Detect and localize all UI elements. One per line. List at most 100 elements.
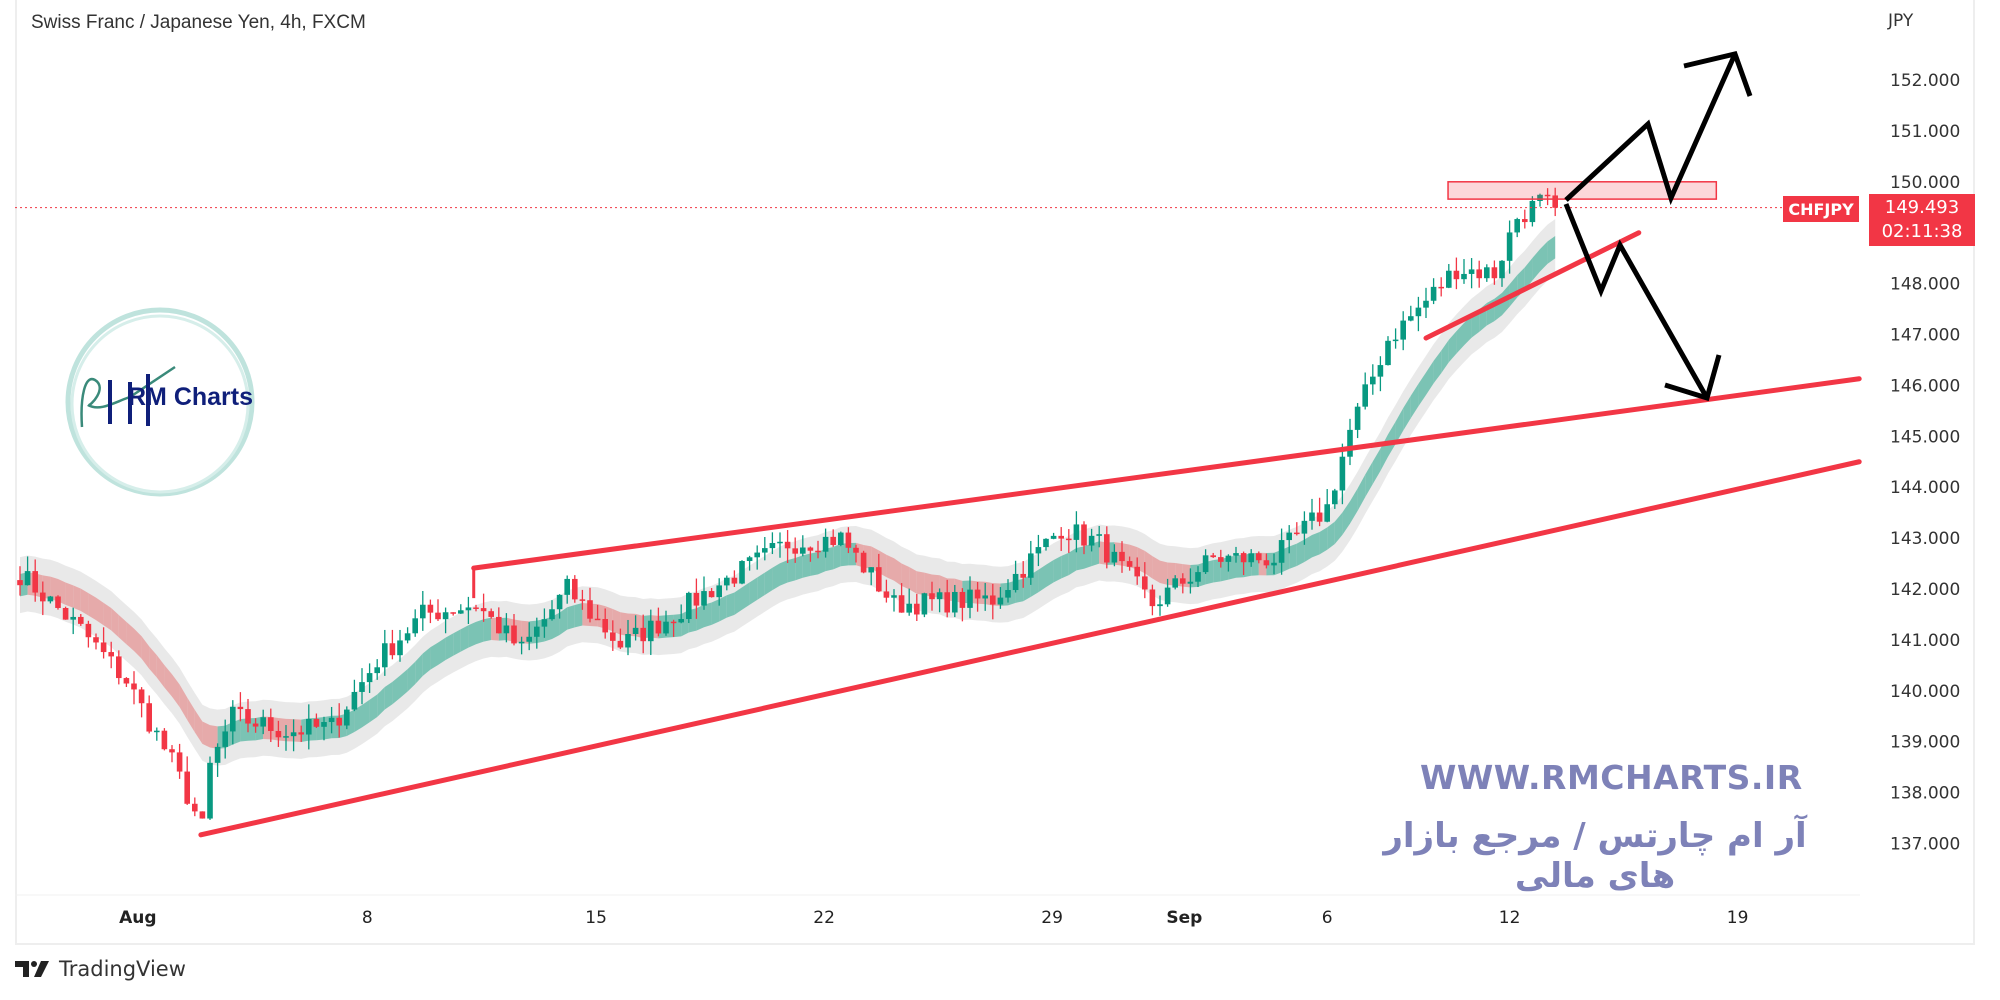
ma-band-segment xyxy=(96,597,104,626)
ma-band-segment xyxy=(916,571,925,595)
ma-band-segment xyxy=(415,653,423,685)
candle-body xyxy=(556,594,563,610)
ma-band-segment xyxy=(1357,474,1366,511)
candle-body xyxy=(800,547,806,554)
candle xyxy=(382,629,388,676)
candle xyxy=(754,545,760,570)
ma-band-segment xyxy=(1068,548,1077,576)
candle xyxy=(131,671,137,705)
candle xyxy=(1339,443,1346,505)
candle xyxy=(169,745,175,763)
candle-body xyxy=(1316,512,1323,522)
candle-body xyxy=(1278,540,1285,563)
ma-band-segment xyxy=(80,588,89,616)
candle-body xyxy=(1248,553,1254,563)
candle xyxy=(1537,193,1543,207)
candle-body xyxy=(1537,194,1543,201)
candle xyxy=(1240,551,1247,576)
candle xyxy=(55,595,61,610)
candle-body xyxy=(746,557,753,562)
candle-body xyxy=(1195,572,1201,582)
candle xyxy=(739,560,745,585)
candle-body xyxy=(40,592,46,602)
ma-band-segment xyxy=(932,574,940,598)
candle-body xyxy=(1202,555,1209,573)
ma-band-segment xyxy=(1433,350,1442,384)
candle-body xyxy=(1362,384,1368,407)
candle-body xyxy=(1415,307,1422,317)
ma-band-segment xyxy=(620,612,628,636)
candle xyxy=(1506,220,1513,274)
ma-band-segment xyxy=(1403,395,1411,431)
candle xyxy=(480,593,487,622)
candle-body xyxy=(85,623,92,638)
candle xyxy=(1278,528,1285,575)
candle xyxy=(1164,578,1171,607)
candle-body xyxy=(1499,260,1505,279)
time-axis-tick: 8 xyxy=(362,908,373,928)
ma-band-segment xyxy=(1456,323,1464,354)
candle-body xyxy=(1187,581,1194,584)
candle xyxy=(100,627,107,659)
candle xyxy=(1392,328,1399,349)
candle-body xyxy=(214,746,221,763)
candle-body xyxy=(579,599,586,601)
ma-band-segment xyxy=(726,592,735,618)
candle xyxy=(853,544,859,563)
candle-body xyxy=(974,589,981,599)
candle-body xyxy=(1461,273,1467,280)
candle xyxy=(800,535,806,557)
candle-body xyxy=(268,717,274,731)
candle xyxy=(716,578,722,606)
ma-band-segment xyxy=(552,612,560,639)
tradingview-brand[interactable]: TradingView xyxy=(15,957,186,981)
candle-body xyxy=(990,595,996,605)
candle-body xyxy=(792,548,798,554)
candle xyxy=(1309,498,1315,530)
ma-band-segment xyxy=(430,642,438,670)
candle xyxy=(161,728,168,751)
candle-body xyxy=(838,532,844,545)
candle xyxy=(944,579,950,618)
candle xyxy=(534,617,540,649)
candle xyxy=(1522,209,1528,229)
ma-band-segment xyxy=(772,563,780,591)
ma-band-segment xyxy=(149,646,157,678)
ma-band-segment xyxy=(810,551,818,576)
candle-body xyxy=(496,616,502,634)
candle xyxy=(1119,541,1125,573)
ma-band-segment xyxy=(787,558,796,583)
chart-title: Swiss Franc / Japanese Yen, 4h, FXCM xyxy=(31,12,366,33)
candle xyxy=(929,581,935,611)
candle-body xyxy=(62,607,69,620)
candle-body xyxy=(1400,320,1406,340)
candle xyxy=(1149,584,1156,616)
ma-band-segment xyxy=(1327,521,1335,550)
ma-band-segment xyxy=(111,607,119,638)
ma-band-segment xyxy=(156,655,165,688)
candle xyxy=(275,720,282,747)
ma-band-segment xyxy=(400,669,408,698)
candle xyxy=(283,725,289,751)
candle xyxy=(1195,566,1201,588)
candle-body xyxy=(670,621,677,624)
candle xyxy=(693,578,700,619)
candle xyxy=(1461,259,1467,284)
ma-band-segment xyxy=(1395,408,1404,445)
candle-body xyxy=(959,591,966,608)
bullish-scenario-arrow xyxy=(1564,52,1738,206)
ma-band-segment xyxy=(833,543,841,570)
ma-band-segment xyxy=(909,566,917,594)
candle-body xyxy=(587,600,593,619)
candle-body xyxy=(731,577,738,584)
candle-body xyxy=(366,673,373,683)
candle-body xyxy=(883,591,890,598)
candle-body xyxy=(260,717,266,727)
candle xyxy=(967,576,973,619)
ma-band-segment xyxy=(1160,560,1168,585)
candle-body xyxy=(678,619,684,623)
last-price-value: 149.493 xyxy=(1884,197,1960,218)
candle-body xyxy=(777,541,783,544)
ma-band-segment xyxy=(445,633,454,660)
